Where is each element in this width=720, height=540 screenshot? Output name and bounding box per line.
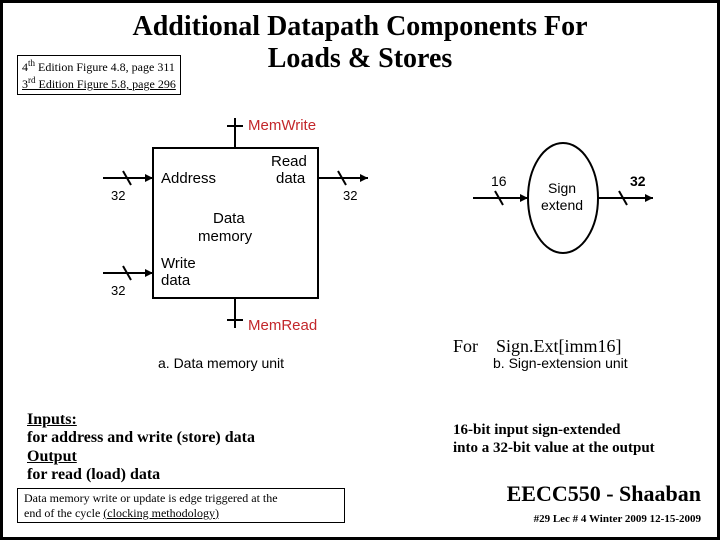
io-description: Inputs: for address and write (store) da… <box>27 411 255 485</box>
ref-4th-edition: 4th Edition Figure 4.8, page 311 <box>22 58 176 75</box>
course-footer: EECC550 - Shaaban <box>507 481 701 507</box>
signext-in-width: 16 <box>491 173 507 189</box>
note-l2b: (clocking methodology) <box>103 506 219 520</box>
reference-box: 4th Edition Figure 4.8, page 311 3rd Edi… <box>17 55 181 95</box>
memread-label: MemRead <box>248 317 317 334</box>
output-heading: Output <box>27 448 77 465</box>
readdata-bus-width: 32 <box>343 188 357 203</box>
course-text: EECC550 - Shaaban <box>507 481 701 506</box>
for-signext-line: For Sign.Ext[imm16] <box>453 336 622 357</box>
note-l2a: end of the cycle <box>24 506 103 520</box>
lecture-footer: #29 Lec # 4 Winter 2009 12-15-2009 <box>534 513 701 525</box>
readdata-label-l1: Read <box>271 153 307 170</box>
datamemory-label-l1: Data <box>213 210 245 227</box>
note-l1: Data memory write or update is edge trig… <box>24 491 278 505</box>
ref-4th-sup: th <box>28 58 35 68</box>
for-label: For <box>453 336 478 356</box>
ref-3rd-edition: 3rd Edition Figure 5.8, page 296 <box>22 75 176 92</box>
ref-3rd-sup: rd <box>28 75 36 85</box>
ref-3rd-rest: Edition Figure 5.8, page 296 <box>36 77 176 91</box>
caption-b: b. Sign-extension unit <box>493 355 628 371</box>
writedata-bus-width: 32 <box>111 283 125 298</box>
readdata-label-l2: data <box>276 170 306 187</box>
address-bus-width: 32 <box>111 188 125 203</box>
ref-4th-rest: Edition Figure 4.8, page 311 <box>35 60 175 74</box>
slide: Additional Datapath Components For Loads… <box>0 0 720 540</box>
writedata-label-l2: data <box>161 272 191 289</box>
signext-label-l1: Sign <box>548 180 576 196</box>
address-port-label: Address <box>161 170 216 187</box>
signext-desc-l1: 16-bit input sign-extended <box>453 422 621 438</box>
title-line1: Additional Datapath Components For <box>132 11 587 42</box>
output-line: for read (load) data <box>27 466 160 483</box>
inputs-heading: Inputs: <box>27 411 77 428</box>
signext-out-width: 32 <box>630 173 646 189</box>
note-box: Data memory write or update is edge trig… <box>17 488 345 523</box>
signext-description: 16-bit input sign-extended into a 32-bit… <box>453 421 703 457</box>
title-line2: Loads & Stores <box>268 43 453 74</box>
inputs-line: for address and write (store) data <box>27 429 255 446</box>
signext-expr: Sign.Ext[imm16] <box>496 336 622 356</box>
signext-label-l2: extend <box>541 197 583 213</box>
caption-a: a. Data memory unit <box>158 355 284 371</box>
diagram-area: MemWrite MemRead 32 Address 32 Write dat… <box>3 108 720 368</box>
writedata-label-l1: Write <box>161 255 196 272</box>
signext-desc-l2: into a 32-bit value at the output <box>453 440 655 456</box>
datamemory-label-l2: memory <box>198 228 253 245</box>
memwrite-label: MemWrite <box>248 117 316 134</box>
